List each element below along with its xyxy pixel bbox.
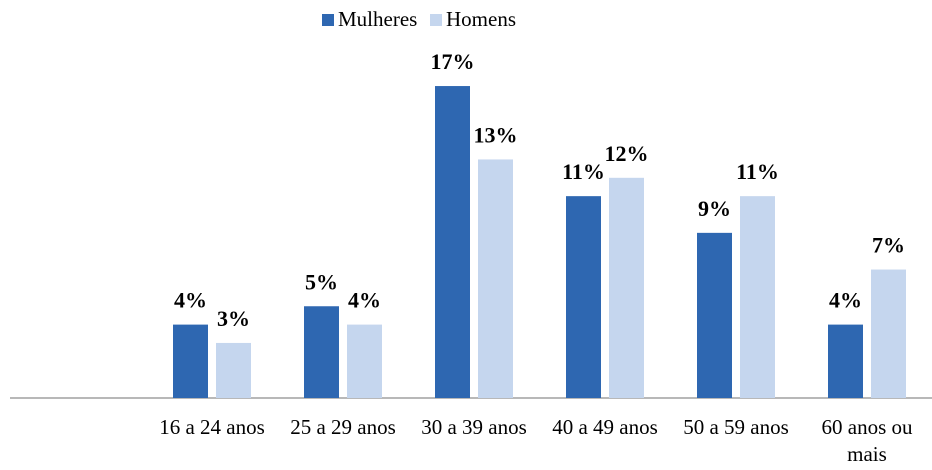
data-label: 3% (217, 306, 250, 331)
bar (609, 177, 644, 398)
bar (740, 196, 775, 398)
bar (478, 159, 513, 398)
data-label: 11% (562, 159, 605, 184)
x-tick-label: 16 a 24 anos (159, 415, 265, 439)
x-tick-label: 25 a 29 anos (290, 415, 396, 439)
data-label: 5% (305, 269, 338, 294)
x-tick-label: 30 a 39 anos (421, 415, 527, 439)
bar (304, 306, 339, 398)
legend-swatch (430, 14, 442, 26)
data-label: 13% (474, 122, 518, 147)
data-label: 9% (698, 196, 731, 221)
data-label: 7% (872, 233, 905, 258)
bar (828, 324, 863, 398)
bar (566, 196, 601, 398)
bar (435, 86, 470, 399)
bar (216, 342, 251, 398)
legend-label: Homens (446, 7, 516, 31)
bar (173, 324, 208, 398)
bar (871, 269, 906, 398)
x-tick-label: 40 a 49 anos (552, 415, 658, 439)
x-tick-label: 60 anos ou mais (821, 415, 913, 466)
data-label: 4% (348, 288, 381, 313)
legend-label: Mulheres (338, 7, 417, 31)
bar (347, 324, 382, 398)
legend-swatch (322, 14, 334, 26)
data-label: 4% (174, 288, 207, 313)
bar (697, 232, 732, 398)
data-label: 11% (736, 159, 779, 184)
data-label: 4% (829, 288, 862, 313)
data-label: 17% (431, 49, 475, 74)
data-label: 12% (605, 141, 649, 166)
x-tick-label: 50 a 59 anos (683, 415, 789, 439)
